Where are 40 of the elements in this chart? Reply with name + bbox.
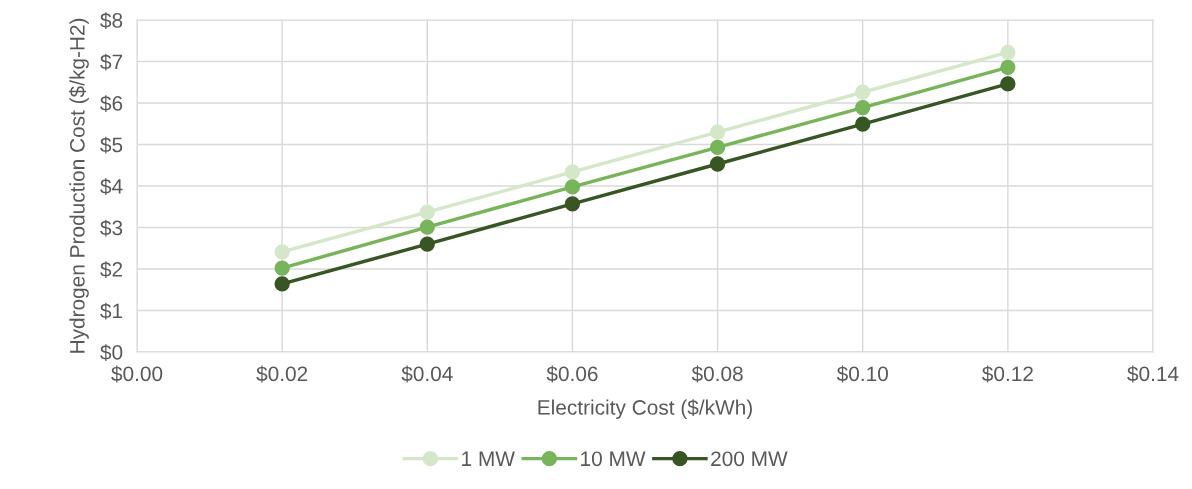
legend-label: 1 MW [462, 451, 515, 466]
point [274, 244, 290, 260]
x-tick-label: $0.02 [256, 365, 308, 383]
x-tick-label: $0.14 [1127, 365, 1179, 383]
point [1000, 59, 1016, 75]
point [855, 84, 871, 100]
point [419, 236, 435, 252]
x-axis-title: Electricity Cost ($/kWh) [538, 399, 752, 419]
point [274, 260, 290, 276]
x-tick-label: $0.04 [401, 365, 453, 383]
point [419, 204, 435, 220]
y-axis-title: Hydrogen Production Cost ($/kg-H2) [69, 18, 89, 353]
x-tick-label: $0.08 [691, 365, 743, 383]
point [1000, 44, 1016, 61]
point [1000, 76, 1016, 92]
y-tick-label: $7 [100, 53, 123, 71]
y-tick-label: $1 [100, 302, 123, 320]
x-tick-label: $0.00 [111, 365, 163, 383]
point [564, 196, 581, 212]
point [564, 164, 581, 180]
y-tick-label: $2 [100, 261, 123, 278]
point [709, 124, 726, 140]
y-tick-label: $8 [100, 12, 123, 29]
point [709, 139, 726, 156]
y-tick-label: $4 [100, 178, 123, 195]
point [274, 276, 290, 292]
y-tick-label: $6 [100, 95, 123, 112]
x-tick-label: $0.12 [982, 365, 1033, 383]
x-tick-label: $0.06 [546, 365, 598, 383]
y-tick-label: $5 [100, 136, 123, 154]
point [855, 116, 871, 132]
point [709, 156, 726, 172]
legend-label: 10 MW [581, 451, 646, 467]
y-tick-label: $0 [100, 344, 123, 361]
x-tick-label: $0.10 [836, 365, 888, 383]
y-tick-label: $3 [100, 219, 123, 237]
point [564, 179, 581, 195]
point [419, 219, 435, 235]
legend-label: 200 MW [711, 451, 788, 467]
point [855, 99, 871, 116]
